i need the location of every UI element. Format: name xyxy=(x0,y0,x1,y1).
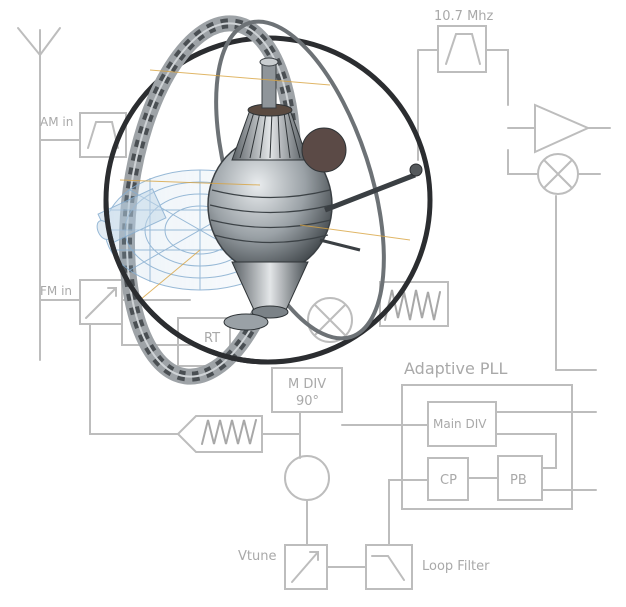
vtune-label: Vtune xyxy=(238,549,276,564)
satellite-body xyxy=(207,57,347,331)
if-filter-block xyxy=(437,25,487,73)
satellite-illustration xyxy=(96,15,433,385)
divider-block xyxy=(271,367,343,413)
loop-filter-block xyxy=(365,544,413,590)
am-filter-block xyxy=(79,112,127,158)
mixer-icon xyxy=(537,153,579,195)
am-in-label: AM in xyxy=(40,115,73,129)
amplifier-icon xyxy=(534,103,591,154)
main-div-label: Main DIV xyxy=(433,417,487,431)
fm-in-label: FM in xyxy=(40,284,72,298)
fm-input-block xyxy=(79,279,123,325)
cp-label: CP xyxy=(440,473,457,488)
rt-label: RT xyxy=(204,331,220,346)
adaptive-pll-label: Adaptive PLL xyxy=(404,359,507,378)
divider-label: M DIV xyxy=(288,377,326,392)
pb-label: PB xyxy=(510,473,527,488)
vco-circle-icon xyxy=(284,455,330,501)
output-block xyxy=(379,281,449,327)
loop-filter-label: Loop Filter xyxy=(422,559,490,574)
mixer-icon xyxy=(307,297,353,343)
main-div-block xyxy=(427,401,497,447)
phase-label: 90° xyxy=(296,394,319,409)
adaptive-pll-frame xyxy=(401,384,573,510)
if-frequency-label: 10.7 Mhz xyxy=(434,9,494,24)
antenna-icon xyxy=(17,27,61,361)
